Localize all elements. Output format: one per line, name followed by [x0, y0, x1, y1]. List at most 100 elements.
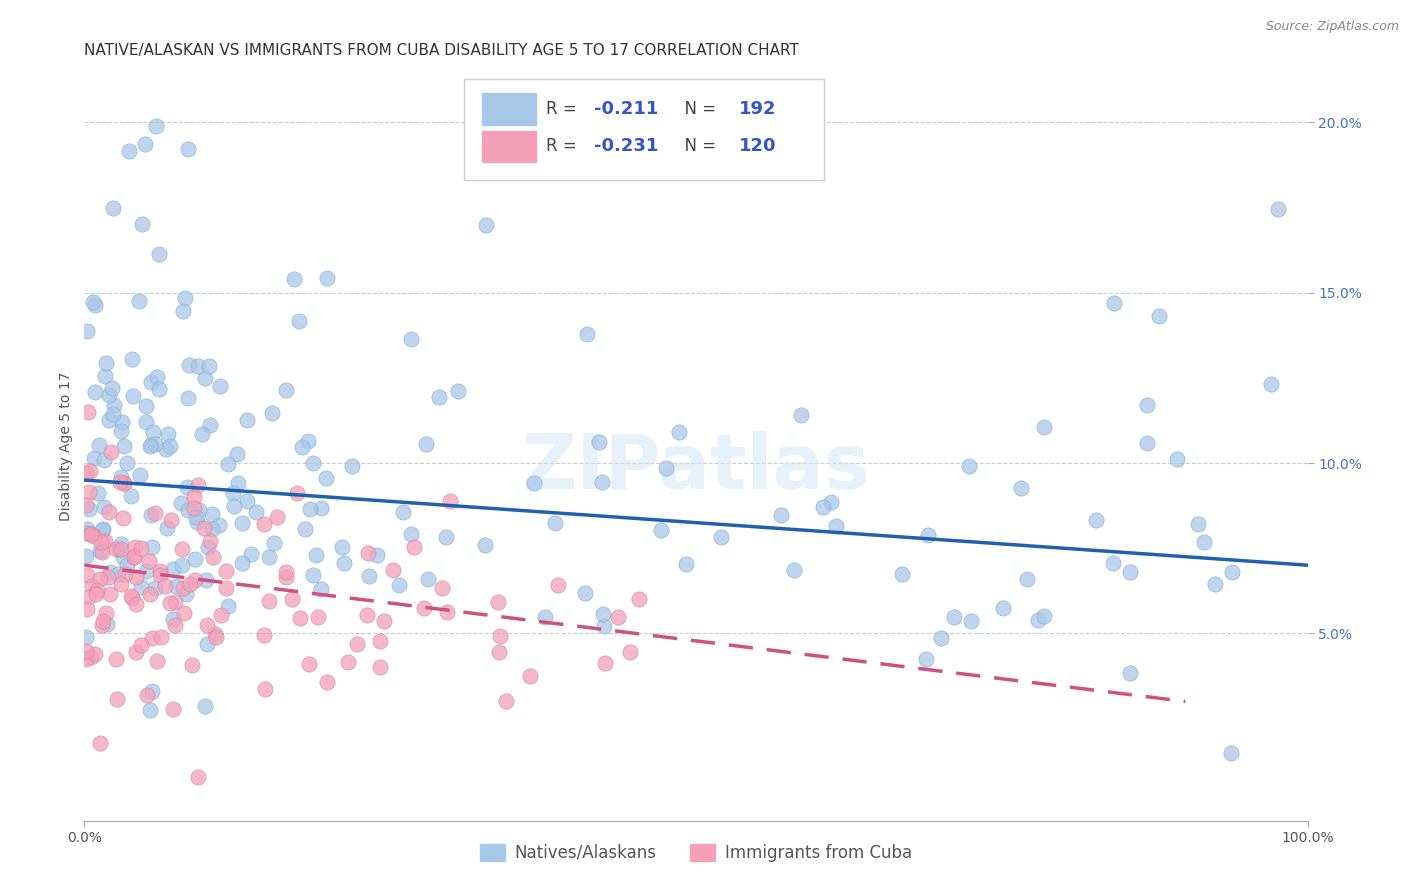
Point: [197, 618, 219, 632]
Point: [434, 530, 457, 544]
Text: 120: 120: [738, 137, 776, 155]
Point: [193, 521, 215, 535]
Point: [108, 475, 131, 489]
Text: N =: N =: [673, 137, 721, 155]
Point: [1102, 296, 1125, 310]
Point: [222, 486, 245, 500]
Point: [368, 633, 391, 648]
Point: [177, 358, 200, 372]
Point: [427, 390, 450, 404]
Point: [75, 498, 97, 512]
Point: [128, 294, 150, 309]
Point: [357, 569, 380, 583]
Point: [198, 533, 221, 548]
Point: [141, 438, 163, 452]
Point: [1187, 516, 1209, 531]
Point: [366, 548, 388, 562]
Point: [637, 140, 659, 154]
Point: [91, 522, 114, 536]
Point: [103, 398, 125, 412]
Point: [591, 475, 613, 489]
Point: [141, 540, 163, 554]
Point: [588, 435, 610, 450]
Point: [260, 406, 283, 420]
Point: [302, 456, 325, 470]
Point: [115, 558, 138, 572]
Point: [316, 675, 339, 690]
Point: [93, 500, 115, 515]
Point: [1028, 613, 1050, 627]
Point: [143, 437, 166, 451]
Point: [111, 511, 134, 525]
Point: [307, 610, 329, 624]
Point: [115, 456, 138, 470]
Point: [153, 579, 176, 593]
Point: [135, 399, 157, 413]
Point: [1118, 665, 1140, 680]
Point: [399, 527, 422, 541]
Point: [97, 505, 120, 519]
Point: [141, 683, 163, 698]
Point: [91, 618, 114, 632]
Point: [82, 294, 104, 309]
Point: [101, 381, 124, 395]
Point: [97, 413, 120, 427]
Point: [1033, 420, 1056, 434]
Point: [330, 540, 353, 554]
Text: R =: R =: [546, 100, 582, 118]
Point: [75, 644, 97, 658]
Point: [122, 389, 145, 403]
Point: [1136, 436, 1159, 450]
Point: [114, 439, 136, 453]
Point: [298, 657, 321, 671]
Point: [86, 485, 108, 500]
Point: [811, 500, 834, 514]
Point: [215, 564, 238, 578]
Point: [76, 525, 98, 540]
Point: [191, 427, 214, 442]
Point: [368, 660, 391, 674]
Point: [110, 415, 132, 429]
Point: [143, 581, 166, 595]
Point: [183, 573, 205, 587]
Point: [138, 554, 160, 568]
Point: [960, 614, 983, 628]
Point: [1192, 534, 1215, 549]
Point: [217, 599, 239, 614]
Point: [236, 493, 259, 508]
Point: [148, 247, 170, 261]
Point: [917, 528, 939, 542]
Point: [709, 530, 731, 544]
Point: [114, 567, 136, 582]
Point: [163, 595, 186, 609]
Point: [104, 542, 127, 557]
Point: [91, 615, 114, 629]
Point: [574, 586, 596, 600]
Point: [333, 556, 356, 570]
Y-axis label: Disability Age 5 to 17: Disability Age 5 to 17: [59, 371, 73, 521]
Point: [173, 606, 195, 620]
Point: [98, 387, 121, 401]
Point: [488, 645, 510, 659]
Point: [283, 272, 305, 286]
Point: [291, 440, 314, 454]
Point: [184, 510, 207, 524]
Point: [309, 500, 332, 515]
Point: [195, 637, 218, 651]
Text: R =: R =: [546, 137, 582, 155]
Text: -0.211: -0.211: [595, 100, 659, 118]
Point: [337, 655, 360, 669]
Point: [86, 582, 108, 597]
Point: [198, 359, 221, 374]
Point: [142, 425, 165, 439]
Point: [391, 505, 413, 519]
Point: [139, 587, 162, 601]
Point: [177, 503, 200, 517]
Point: [121, 591, 143, 605]
Point: [77, 501, 100, 516]
Point: [285, 486, 308, 500]
Point: [224, 500, 246, 514]
Point: [162, 612, 184, 626]
Point: [143, 507, 166, 521]
Point: [533, 610, 555, 624]
